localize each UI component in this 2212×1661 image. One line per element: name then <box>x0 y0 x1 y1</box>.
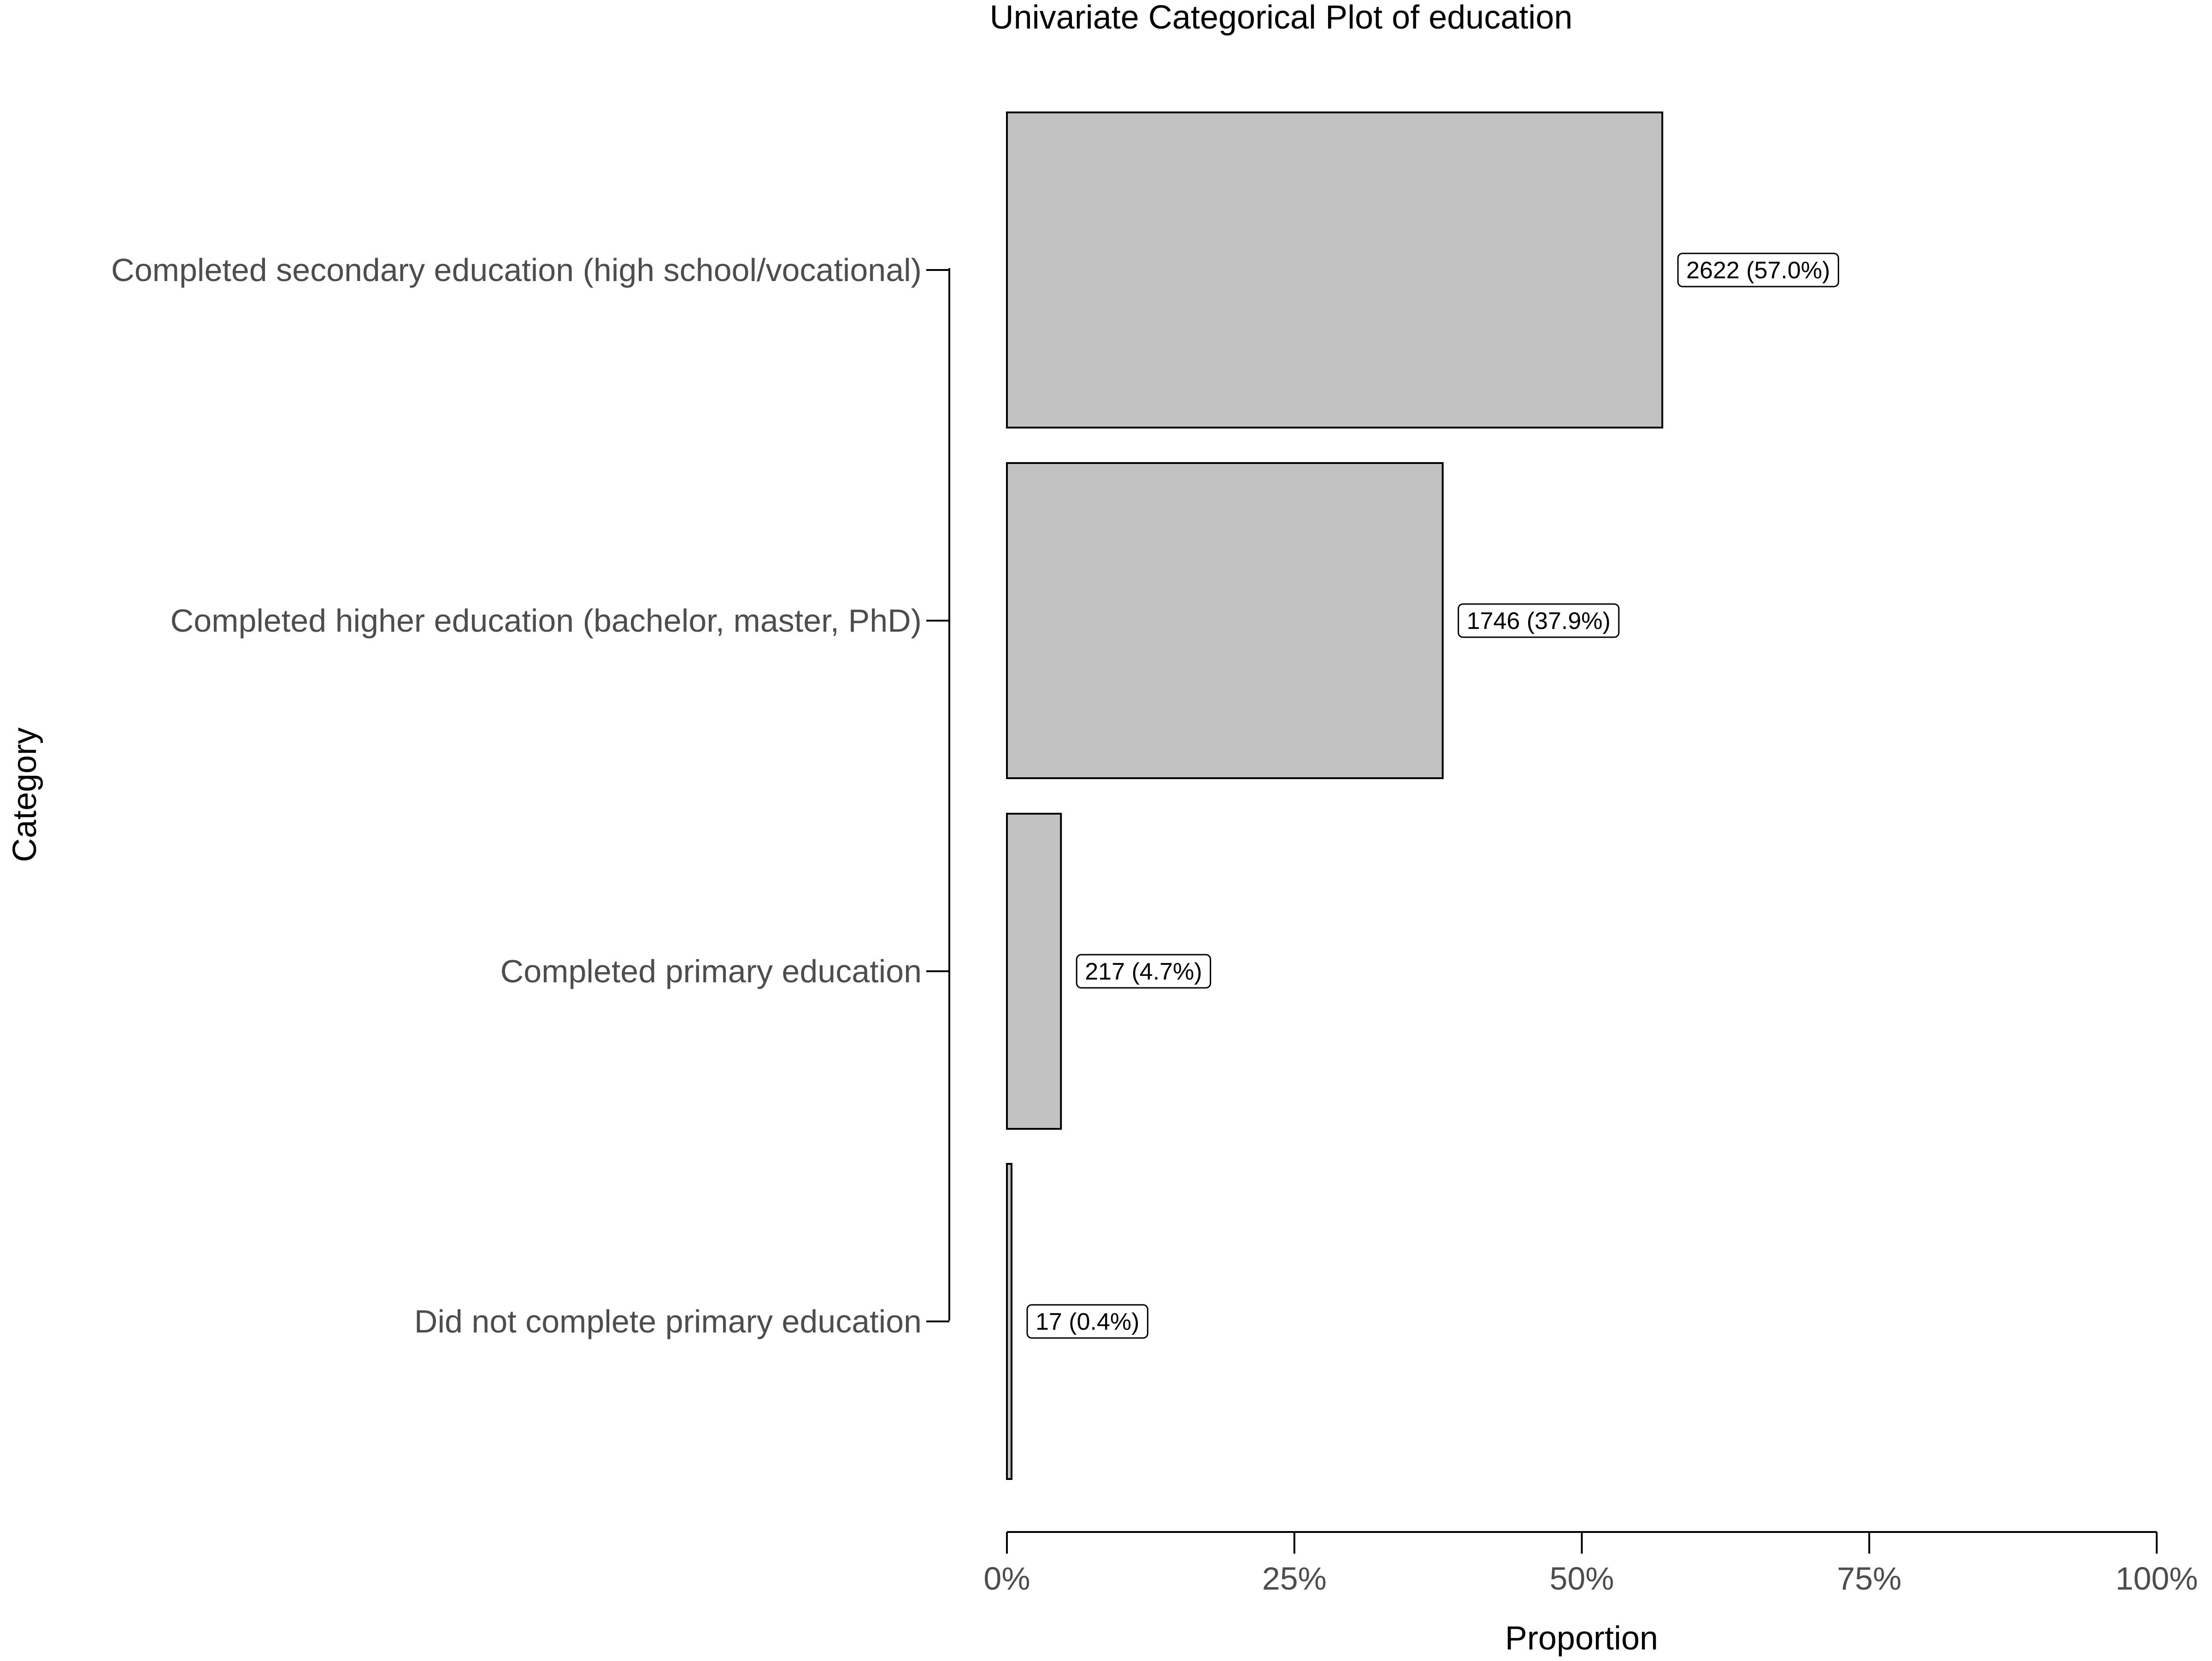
bar <box>1006 112 1664 428</box>
data-label: 17 (0.4%) <box>1026 1304 1148 1339</box>
data-label-box <box>1076 954 1212 989</box>
chart-title: Univariate Categorical Plot of education <box>990 0 1573 36</box>
x-tick-label: 50% <box>1549 1561 1614 1596</box>
bars-layer <box>1006 112 1664 1480</box>
x-tick-label: 0% <box>983 1561 1030 1596</box>
category-label: Completed higher education (bachelor, ma… <box>171 603 922 639</box>
x-ticks-layer: 0% 25% 50% 75% 100% <box>983 1532 2198 1596</box>
y-ticks-layer: Completed secondary education (high scho… <box>111 252 949 1339</box>
bar <box>1006 813 1062 1130</box>
data-label-text: 217 (4.7%) <box>1085 958 1202 985</box>
x-tick-label: 25% <box>1262 1561 1327 1596</box>
data-label-text: 1746 (37.9%) <box>1467 608 1611 634</box>
x-tick-label: 100% <box>2115 1561 2198 1596</box>
x-tick-label: 75% <box>1837 1561 1901 1596</box>
data-label: 217 (4.7%) <box>1076 954 1212 989</box>
data-label: 1746 (37.9%) <box>1458 603 1620 638</box>
data-label: 2622 (57.0%) <box>1677 252 1839 288</box>
data-labels-layer: 2622 (57.0%) 1746 (37.9%) 217 (4.7%) 17 (0.… <box>1026 252 1839 1339</box>
category-label: Completed primary education <box>500 953 922 989</box>
data-label-box <box>1026 1304 1148 1339</box>
category-label: Did not complete primary education <box>414 1303 922 1339</box>
data-label-box <box>1677 252 1839 288</box>
data-label-text: 2622 (57.0%) <box>1686 257 1830 284</box>
data-label-box <box>1458 603 1620 638</box>
bar <box>1006 1163 1012 1480</box>
x-axis-title: Proportion <box>1505 1620 1658 1657</box>
data-label-text: 17 (0.4%) <box>1035 1309 1139 1335</box>
bar <box>1006 462 1444 779</box>
category-label: Completed secondary education (high scho… <box>111 252 922 288</box>
y-axis-title: Category <box>6 728 43 862</box>
